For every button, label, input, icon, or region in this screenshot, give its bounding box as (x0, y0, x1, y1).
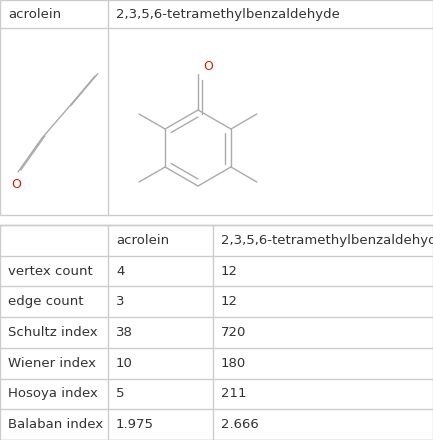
Text: Balaban index: Balaban index (8, 418, 103, 431)
Bar (0, 225, 433, 440)
Text: 38: 38 (116, 326, 133, 339)
Text: vertex count: vertex count (8, 264, 93, 278)
Text: 12: 12 (221, 264, 238, 278)
Text: 2.666: 2.666 (221, 418, 259, 431)
Text: 10: 10 (116, 357, 133, 370)
Bar (0, 0, 433, 215)
Text: 4: 4 (116, 264, 124, 278)
Text: 1.975: 1.975 (116, 418, 154, 431)
Text: O: O (11, 177, 21, 191)
Text: acrolein: acrolein (8, 7, 61, 21)
Text: 2,3,5,6-tetramethylbenzaldehyde: 2,3,5,6-tetramethylbenzaldehyde (221, 234, 433, 247)
Text: 180: 180 (221, 357, 246, 370)
Text: 5: 5 (116, 388, 125, 400)
Text: 3: 3 (116, 295, 125, 308)
Text: 211: 211 (221, 388, 246, 400)
Text: O: O (203, 59, 213, 73)
Text: Hosoya index: Hosoya index (8, 388, 98, 400)
Text: 12: 12 (221, 295, 238, 308)
Text: Wiener index: Wiener index (8, 357, 96, 370)
Text: acrolein: acrolein (116, 234, 169, 247)
Text: 720: 720 (221, 326, 246, 339)
Text: edge count: edge count (8, 295, 84, 308)
Text: Schultz index: Schultz index (8, 326, 97, 339)
Text: 2,3,5,6-tetramethylbenzaldehyde: 2,3,5,6-tetramethylbenzaldehyde (116, 7, 340, 21)
